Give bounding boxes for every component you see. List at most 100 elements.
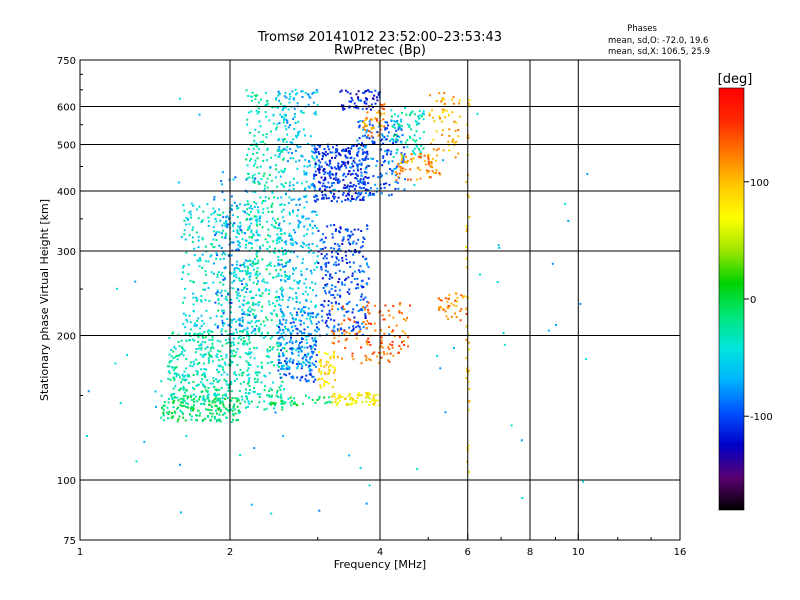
scatter-point bbox=[361, 333, 364, 336]
scatter-point bbox=[190, 415, 193, 418]
scatter-point bbox=[281, 408, 284, 411]
scatter-point bbox=[233, 271, 236, 274]
scatter-point bbox=[393, 123, 396, 126]
scatter-point bbox=[166, 411, 168, 414]
scatter-point bbox=[354, 177, 357, 179]
scatter-point bbox=[252, 281, 255, 284]
scatter-point bbox=[336, 150, 339, 153]
scatter-point bbox=[275, 332, 278, 334]
x-axis-label: Frequency [MHz] bbox=[334, 558, 426, 571]
scatter-point bbox=[364, 192, 367, 195]
scatter-point bbox=[242, 340, 245, 343]
scatter-point bbox=[195, 348, 198, 350]
scatter-point bbox=[175, 372, 178, 375]
scatter-point bbox=[244, 388, 247, 391]
scatter-point bbox=[455, 121, 458, 124]
scatter-point bbox=[432, 148, 435, 151]
scatter-point bbox=[260, 98, 262, 101]
scatter-point bbox=[253, 357, 256, 360]
scatter-point bbox=[301, 338, 303, 340]
y-tick-label: 600 bbox=[57, 103, 76, 114]
scatter-point bbox=[282, 347, 284, 350]
scatter-point bbox=[432, 116, 435, 119]
scatter-point bbox=[197, 235, 200, 238]
scatter-point bbox=[282, 328, 285, 331]
scatter-point bbox=[382, 118, 385, 121]
scatter-point bbox=[454, 292, 457, 295]
scatter-point bbox=[366, 98, 369, 100]
scatter-point bbox=[255, 215, 258, 218]
scatter-point bbox=[203, 331, 206, 333]
scatter-point bbox=[321, 247, 324, 250]
scatter-point bbox=[224, 236, 227, 239]
scatter-point bbox=[365, 102, 368, 105]
scatter-point bbox=[274, 176, 277, 179]
scatter-point bbox=[282, 352, 284, 355]
scatter-point bbox=[357, 195, 360, 198]
scatter-point bbox=[195, 384, 198, 387]
scatter-point bbox=[333, 369, 336, 372]
scatter-point bbox=[328, 277, 331, 280]
scatter-point bbox=[325, 197, 328, 200]
scatter-point bbox=[211, 330, 214, 333]
scatter-point bbox=[360, 307, 363, 310]
scatter-point bbox=[244, 400, 246, 403]
scatter-point bbox=[221, 366, 224, 369]
chart-subtitle: RwPretec (Bp) bbox=[334, 43, 426, 58]
scatter-point bbox=[394, 120, 397, 123]
scatter-point bbox=[247, 367, 250, 370]
scatter-point bbox=[246, 332, 249, 335]
scatter-point bbox=[451, 98, 454, 101]
scatter-point bbox=[220, 180, 223, 182]
scatter-point bbox=[232, 349, 235, 352]
scatter-point bbox=[248, 276, 251, 279]
scatter-point bbox=[226, 224, 229, 227]
scatter-point bbox=[281, 171, 284, 173]
scatter-point bbox=[207, 361, 210, 364]
scatter-point bbox=[323, 396, 326, 399]
scatter-point bbox=[255, 202, 258, 205]
scatter-point bbox=[349, 181, 352, 184]
scatter-point bbox=[324, 381, 327, 383]
scatter-point bbox=[393, 133, 396, 136]
scatter-point bbox=[367, 322, 370, 325]
scatter-point bbox=[300, 363, 303, 365]
scatter-point bbox=[355, 287, 357, 290]
scatter-point bbox=[295, 363, 298, 365]
scatter-point bbox=[225, 380, 228, 383]
scatter-point bbox=[301, 314, 304, 317]
scatter-point bbox=[368, 90, 371, 93]
scatter-point bbox=[465, 225, 468, 227]
scatter-point bbox=[309, 372, 312, 375]
scatter-point bbox=[352, 358, 355, 361]
scatter-point bbox=[363, 181, 366, 184]
scatter-point bbox=[235, 320, 238, 323]
scatter-point bbox=[307, 312, 309, 315]
scatter-point bbox=[395, 139, 398, 142]
scatter-point bbox=[322, 179, 325, 182]
scatter-point bbox=[192, 292, 195, 295]
scatter-point bbox=[347, 395, 350, 398]
scatter-point bbox=[352, 144, 355, 147]
scatter-point bbox=[219, 214, 222, 216]
scatter-point bbox=[453, 120, 456, 123]
scatter-point bbox=[309, 249, 312, 251]
scatter-point bbox=[327, 326, 330, 329]
scatter-point bbox=[428, 112, 431, 115]
scatter-point bbox=[256, 250, 259, 253]
scatter-point bbox=[246, 154, 249, 156]
scatter-point bbox=[242, 311, 245, 314]
scatter-point bbox=[404, 332, 407, 335]
scatter-point bbox=[273, 196, 276, 199]
scatter-point bbox=[342, 104, 345, 107]
scatter-point bbox=[297, 198, 300, 201]
scatter-point bbox=[303, 332, 306, 334]
scatter-point bbox=[243, 313, 246, 316]
scatter-point bbox=[239, 221, 242, 224]
scatter-point bbox=[364, 258, 367, 261]
scatter-point bbox=[381, 164, 384, 167]
scatter-point bbox=[171, 332, 174, 335]
scatter-point bbox=[212, 238, 215, 241]
scatter-point bbox=[178, 345, 181, 348]
scatter-point bbox=[334, 401, 337, 404]
